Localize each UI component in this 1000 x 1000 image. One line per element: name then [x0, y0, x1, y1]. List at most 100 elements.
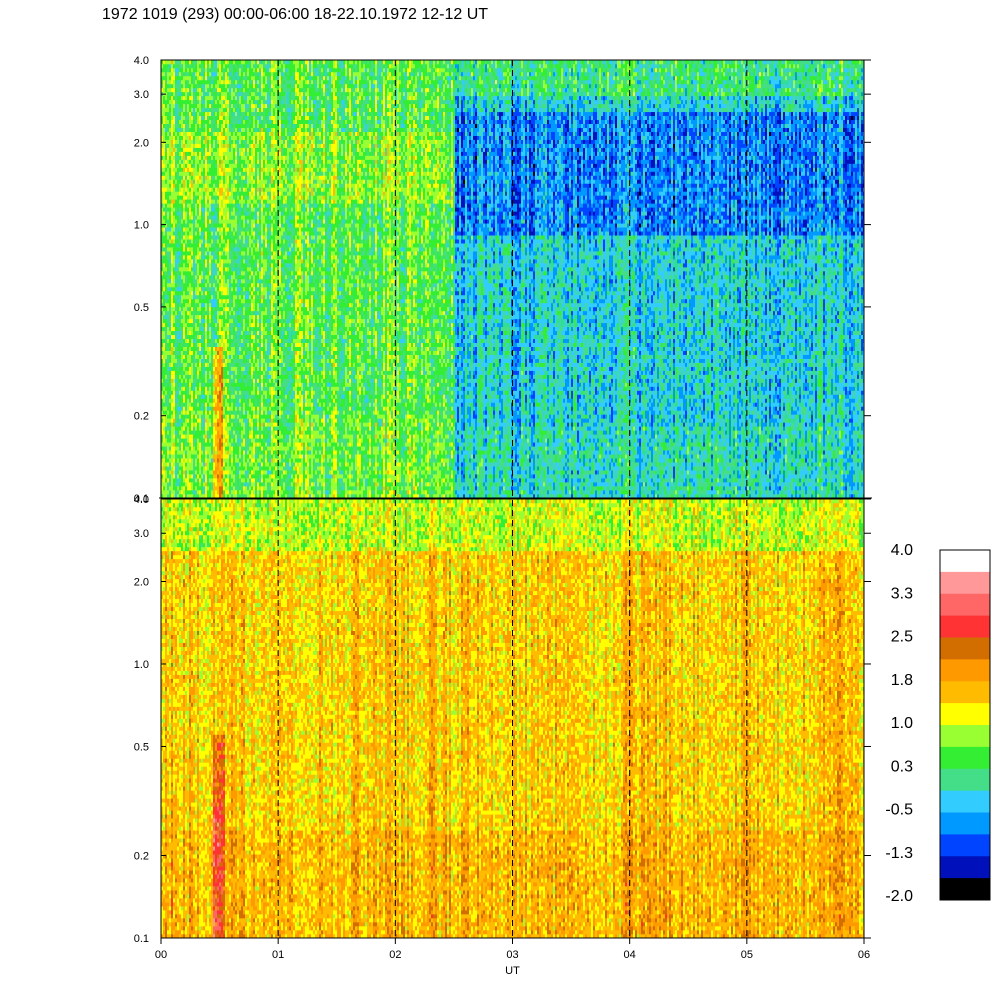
heatmap-cell: [221, 183, 223, 187]
heatmap-cell: [175, 239, 177, 243]
heatmap-cell: [175, 215, 177, 219]
heatmap-cell: [209, 462, 211, 466]
heatmap-cell: [169, 72, 171, 76]
heatmap-cell: [169, 343, 171, 347]
heatmap-cell: [171, 319, 173, 323]
heatmap-cell: [219, 144, 221, 148]
heatmap-cell: [241, 434, 243, 438]
heatmap-cell: [193, 231, 195, 235]
heatmap-cell: [193, 482, 195, 486]
heatmap-cell: [243, 402, 245, 406]
heatmap-cell: [223, 331, 225, 335]
heatmap-cell: [247, 64, 249, 68]
heatmap-cell: [177, 394, 179, 398]
heatmap-cell: [233, 116, 235, 120]
heatmap-cell: [181, 470, 183, 474]
heatmap-cell: [167, 295, 169, 299]
heatmap-cell: [163, 291, 165, 295]
heatmap-cell: [243, 263, 245, 267]
heatmap-cell: [195, 367, 197, 371]
heatmap-cell: [165, 164, 167, 168]
heatmap-cell: [239, 96, 241, 100]
heatmap-cell: [173, 446, 175, 450]
heatmap-cell: [189, 394, 191, 398]
heatmap-cell: [179, 375, 181, 379]
heatmap-cell: [175, 279, 177, 283]
heatmap-cell: [165, 144, 167, 148]
heatmap-cell: [243, 136, 245, 140]
heatmap-cell: [201, 271, 203, 275]
heatmap-cell: [213, 263, 215, 267]
heatmap-cell: [229, 88, 231, 92]
heatmap-cell: [205, 311, 207, 315]
heatmap-cell: [195, 458, 197, 462]
heatmap-cell: [181, 136, 183, 140]
heatmap-cell: [213, 171, 215, 175]
heatmap-cell: [209, 295, 211, 299]
heatmap-cell: [191, 426, 193, 430]
heatmap-cell: [207, 466, 209, 470]
heatmap-cell: [163, 88, 165, 92]
heatmap-cell: [195, 398, 197, 402]
heatmap-cell: [213, 379, 215, 383]
heatmap-cell: [235, 72, 237, 76]
heatmap-cell: [167, 211, 169, 215]
heatmap-cell: [167, 144, 169, 148]
heatmap-cell: [187, 116, 189, 120]
heatmap-cell: [205, 152, 207, 156]
heatmap-cell: [237, 223, 239, 227]
heatmap-cell: [231, 187, 233, 191]
heatmap-cell: [187, 96, 189, 100]
heatmap-cell: [195, 255, 197, 259]
heatmap-cell: [199, 351, 201, 355]
heatmap-cell: [193, 243, 195, 247]
heatmap-cell: [187, 343, 189, 347]
heatmap-cell: [215, 128, 217, 132]
heatmap-cell: [197, 486, 199, 490]
heatmap-cell: [163, 271, 165, 275]
heatmap-cell: [217, 88, 219, 92]
heatmap-cell: [207, 458, 209, 462]
heatmap-cell: [179, 438, 181, 442]
heatmap-cell: [203, 239, 205, 243]
heatmap-cell: [223, 446, 225, 450]
heatmap-cell: [201, 76, 203, 80]
heatmap-cell: [201, 442, 203, 446]
heatmap-cell: [237, 387, 239, 391]
heatmap-cell: [173, 307, 175, 311]
heatmap-cell: [191, 307, 193, 311]
heatmap-cell: [169, 132, 171, 136]
heatmap-cell: [245, 331, 247, 335]
heatmap-cell: [245, 223, 247, 227]
heatmap-cell: [205, 474, 207, 478]
heatmap-cell: [167, 251, 169, 255]
heatmap-cell: [211, 418, 213, 422]
heatmap-cell: [181, 379, 183, 383]
heatmap-cell: [201, 199, 203, 203]
heatmap-cell: [243, 474, 245, 478]
heatmap-cell: [219, 132, 221, 136]
heatmap-cell: [233, 120, 235, 124]
heatmap-cell: [191, 183, 193, 187]
heatmap-cell: [199, 371, 201, 375]
heatmap-cell: [171, 108, 173, 112]
heatmap-cell: [187, 351, 189, 355]
heatmap-cell: [217, 207, 219, 211]
heatmap-cell: [169, 478, 171, 482]
heatmap-cell: [251, 327, 253, 331]
heatmap-cell: [221, 136, 223, 140]
heatmap-cell: [203, 124, 205, 128]
heatmap-cell: [203, 267, 205, 271]
heatmap-cell: [211, 215, 213, 219]
heatmap-cell: [231, 275, 233, 279]
heatmap-cell: [251, 383, 253, 387]
heatmap-cell: [237, 231, 239, 235]
heatmap-cell: [203, 482, 205, 486]
heatmap-cell: [249, 227, 251, 231]
heatmap-cell: [177, 335, 179, 339]
heatmap-cell: [203, 92, 205, 96]
heatmap-cell: [215, 68, 217, 72]
heatmap-cell: [225, 243, 227, 247]
heatmap-cell: [247, 343, 249, 347]
heatmap-cell: [229, 207, 231, 211]
